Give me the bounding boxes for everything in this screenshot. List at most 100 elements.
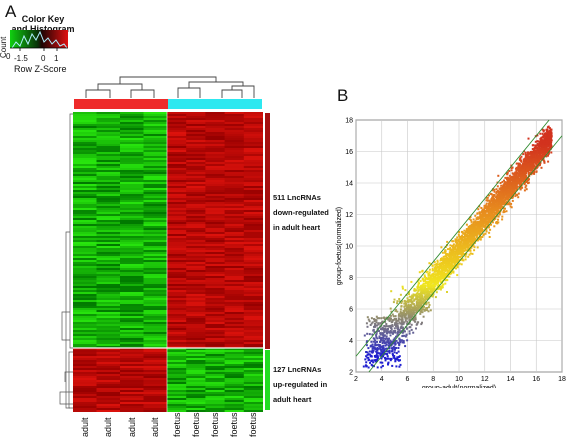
scatter-point (511, 186, 514, 189)
scatter-point (403, 315, 406, 318)
scatter-point (495, 200, 498, 203)
scatter-point (429, 277, 432, 280)
scatter-point (462, 253, 465, 255)
scatter-point (390, 290, 393, 293)
scatter-point (413, 308, 416, 311)
scatter-point (549, 142, 552, 145)
scatter-point (527, 156, 530, 159)
scatter-point (526, 181, 528, 183)
scatter-point (454, 263, 457, 266)
scatter-point (458, 249, 461, 252)
scatter-point (435, 263, 438, 265)
scatter-point (435, 266, 438, 269)
scatter-point (367, 366, 370, 369)
scatter-point (383, 318, 386, 321)
scatter-point (448, 264, 451, 266)
scatter-point (389, 307, 392, 310)
scatter-point (533, 147, 536, 149)
scatter-point (415, 289, 418, 292)
scatter-point (367, 359, 370, 362)
scatter-point (392, 345, 395, 348)
scatter-point (428, 293, 431, 295)
scatter-point (525, 176, 528, 179)
scatter-point (549, 138, 552, 141)
scatter-point (471, 230, 474, 233)
scatter-point (450, 267, 452, 270)
scatter-point (432, 269, 435, 272)
scatter-point (453, 253, 456, 255)
scatter-point (550, 151, 553, 154)
scatter-point (524, 180, 527, 183)
scatter-point (457, 233, 460, 236)
color-key-tick-3: 1 (54, 54, 59, 63)
scatter-point (376, 366, 379, 369)
scatter-point (366, 353, 369, 356)
scatter-point (495, 204, 498, 207)
scatter-point (539, 148, 542, 151)
scatter-point (423, 309, 426, 312)
scatter-point (490, 206, 493, 209)
scatter-point (545, 138, 548, 141)
scatter-point (374, 348, 377, 351)
scatter-point (438, 275, 441, 278)
scatter-point (540, 166, 543, 169)
scatter-point (460, 248, 463, 251)
scatter-point (368, 333, 371, 336)
scatter-point (487, 211, 490, 214)
scatter-point (550, 136, 553, 139)
scatter-point (510, 167, 513, 170)
scatter-point (428, 268, 431, 271)
scatter-point (382, 344, 385, 347)
scatter-point (532, 171, 535, 173)
scatter-point (475, 233, 478, 236)
scatter-point (548, 135, 551, 138)
scatter-point (491, 195, 494, 198)
scatter-point (529, 167, 532, 170)
scatter-point (523, 183, 526, 186)
scatter-point (363, 334, 366, 337)
scatter-point (515, 183, 518, 186)
scatter-point (446, 269, 448, 272)
scatter-point (446, 259, 449, 262)
scatter-point (381, 321, 383, 324)
scatter-point (385, 317, 388, 320)
scatter-point (546, 145, 549, 148)
scatter-point (496, 202, 499, 205)
scatter-point (410, 310, 413, 313)
scatter-point (396, 302, 399, 305)
scatter-point (365, 351, 368, 353)
scatter-point (545, 139, 548, 142)
scatter-point (483, 208, 486, 211)
scatter-point (421, 270, 424, 273)
scatter-point (489, 228, 492, 231)
scatter-point (511, 193, 514, 196)
scatter-point (493, 198, 496, 201)
scatter-point (469, 243, 472, 246)
scatter-point (420, 290, 423, 293)
scatter-point (394, 357, 397, 360)
scatter-point (453, 258, 456, 261)
scatter-point (489, 223, 492, 226)
scatter-point (505, 187, 508, 190)
scatter-point (456, 258, 458, 261)
scatter-point (481, 208, 484, 211)
scatter-point (545, 130, 548, 133)
scatter-point (431, 267, 434, 270)
scatter-point (465, 249, 468, 252)
scatter-point (422, 290, 425, 293)
scatter-point (493, 201, 496, 204)
scatter-point (392, 355, 395, 358)
scatter-point (416, 286, 419, 289)
scatter-point (534, 155, 536, 158)
scatter-point (372, 329, 375, 332)
scatter-point (479, 230, 482, 233)
scatter-point (514, 180, 516, 183)
scatter-point (550, 134, 553, 137)
scatter-point (537, 148, 540, 151)
scatter-point (423, 285, 426, 288)
scatter-point (489, 203, 492, 206)
scatter-point (483, 204, 486, 207)
scatter-point (407, 301, 410, 304)
scatter-point (420, 323, 423, 326)
scatter-point (433, 261, 436, 263)
